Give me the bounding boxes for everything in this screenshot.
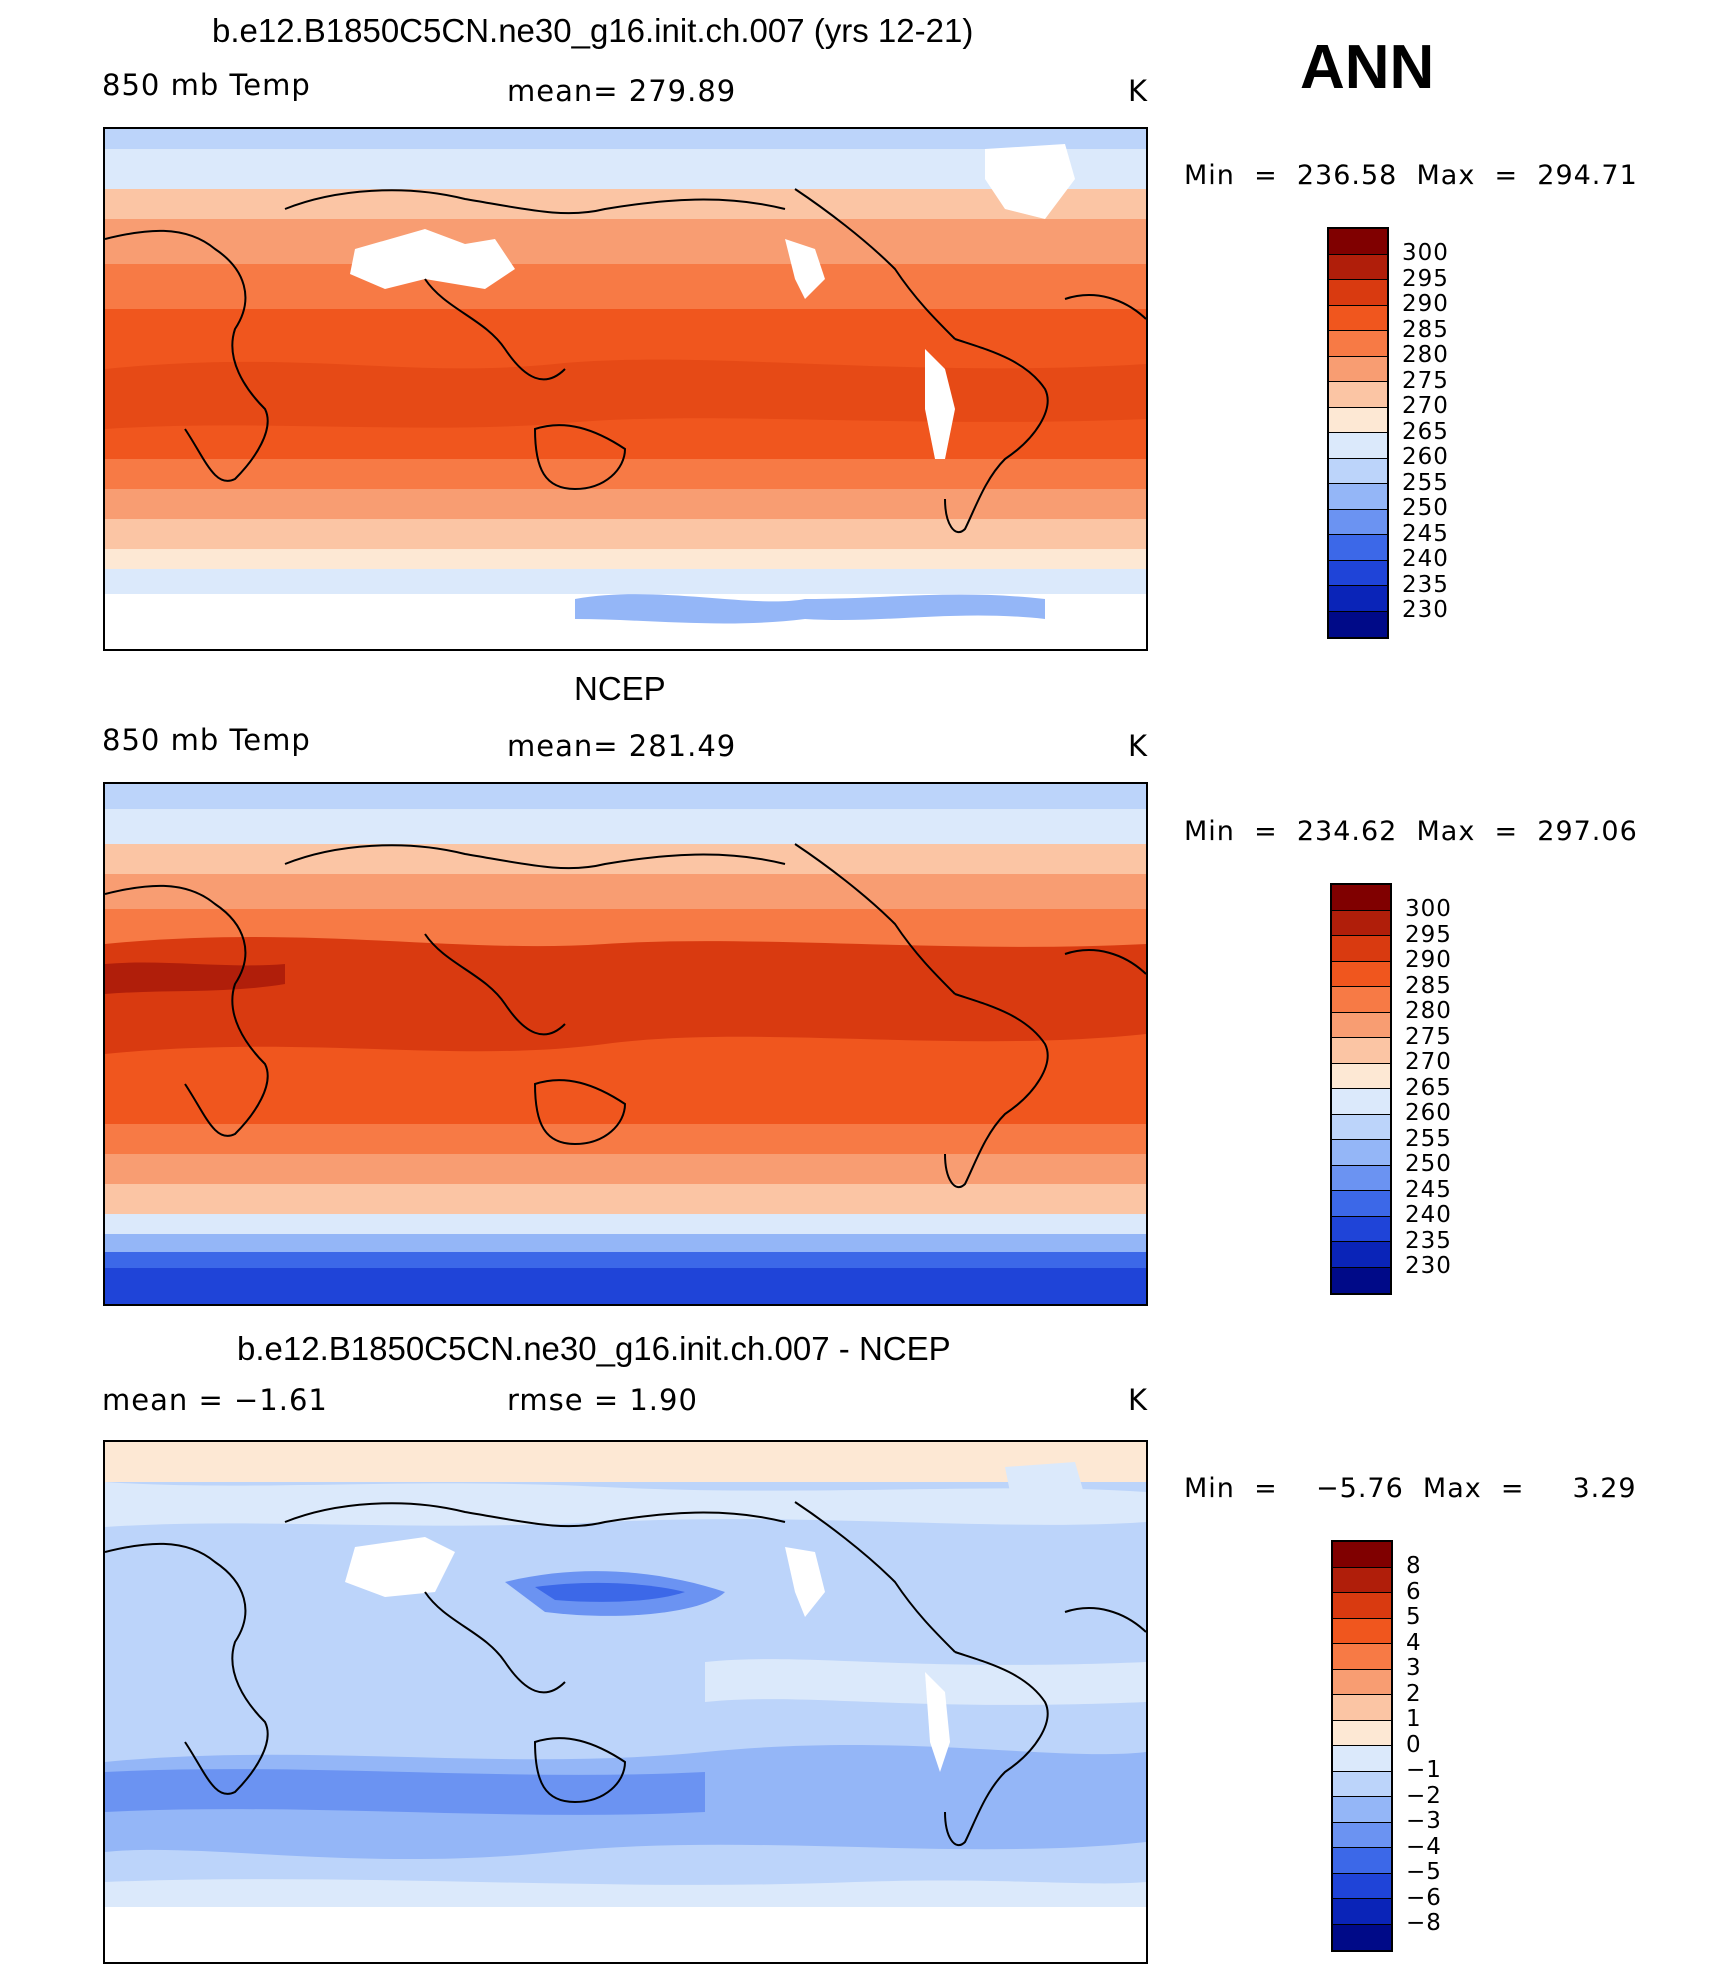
panel2-map — [103, 782, 1148, 1306]
cbar3-label: −4 — [1406, 1833, 1442, 1860]
cbar1-label: 265 — [1402, 418, 1449, 445]
panel3-title: b.e12.B1850C5CN.ne30_g16.init.ch.007 - N… — [237, 1330, 951, 1367]
cbar2-label: 255 — [1405, 1125, 1452, 1152]
cbar3-label: 1 — [1406, 1706, 1422, 1732]
cbar1-label: 250 — [1402, 495, 1449, 521]
panel3-units-label: K — [1128, 1383, 1149, 1417]
panel1-map — [103, 127, 1148, 651]
cbar2-label: 240 — [1405, 1202, 1452, 1228]
panel2-colorbar — [1330, 883, 1392, 1295]
cbar2-label: 295 — [1405, 921, 1452, 948]
cbar2-label: 280 — [1405, 998, 1452, 1024]
cbar2-label: 300 — [1405, 896, 1452, 922]
cbar3-label: 2 — [1406, 1680, 1422, 1707]
panel2-minmax: Min = 234.62 Max = 297.06 — [1184, 816, 1638, 847]
panel1-variable-label: 850 mb Temp — [102, 68, 311, 102]
cbar2-label: 260 — [1405, 1100, 1452, 1126]
cbar1-label: 245 — [1402, 520, 1449, 547]
panel3-rmse-label: rmse = 1.90 — [507, 1383, 698, 1417]
cbar1-label: 300 — [1402, 240, 1449, 266]
cbar1-label: 295 — [1402, 265, 1449, 292]
cbar2-label: 275 — [1405, 1023, 1452, 1050]
cbar3-label: 5 — [1406, 1604, 1422, 1630]
cbar2-label: 285 — [1405, 972, 1452, 999]
cbar3-label: −6 — [1406, 1884, 1442, 1911]
cbar1-label: 270 — [1402, 393, 1449, 419]
panel3-mean-label: mean = −1.61 — [102, 1383, 328, 1417]
cbar3-label: 8 — [1406, 1553, 1422, 1579]
panel3-colorbar — [1331, 1540, 1393, 1952]
cbar1-label: 230 — [1402, 597, 1449, 623]
cbar1-label: 260 — [1402, 444, 1449, 470]
cbar3-label: 4 — [1406, 1629, 1422, 1656]
cbar1-label: 240 — [1402, 546, 1449, 572]
cbar3-label: 0 — [1406, 1731, 1422, 1758]
panel1-units-label: K — [1128, 74, 1149, 108]
panel1-colorbar — [1327, 227, 1389, 639]
cbar1-label: 285 — [1402, 316, 1449, 343]
cbar2-label: 270 — [1405, 1049, 1452, 1075]
panel3-map — [103, 1440, 1148, 1964]
panel2-mean-label: mean= 281.49 — [507, 729, 737, 763]
cbar1-label: 280 — [1402, 342, 1449, 368]
cbar3-label: −5 — [1406, 1859, 1442, 1885]
panel2-title: NCEP — [574, 670, 666, 707]
cbar1-label: 255 — [1402, 469, 1449, 496]
season-label: ANN — [1300, 33, 1435, 102]
cbar1-label: 275 — [1402, 367, 1449, 394]
cbar2-label: 245 — [1405, 1176, 1452, 1203]
cbar2-label: 250 — [1405, 1151, 1452, 1177]
cbar2-label: 265 — [1405, 1074, 1452, 1101]
panel1-title: b.e12.B1850C5CN.ne30_g16.init.ch.007 (yr… — [212, 12, 974, 49]
panel1-mean-label: mean= 279.89 — [507, 74, 737, 108]
cbar2-label: 235 — [1405, 1227, 1452, 1254]
cbar3-label: −3 — [1406, 1808, 1442, 1834]
cbar3-label: −2 — [1406, 1782, 1442, 1809]
cbar2-label: 290 — [1405, 947, 1452, 973]
cbar3-label: 6 — [1406, 1578, 1422, 1605]
panel2-units-label: K — [1128, 729, 1149, 763]
cbar3-label: −1 — [1406, 1757, 1442, 1783]
cbar3-label: 3 — [1406, 1655, 1422, 1681]
cbar2-label: 230 — [1405, 1253, 1452, 1279]
cbar1-label: 235 — [1402, 571, 1449, 598]
panel1-minmax: Min = 236.58 Max = 294.71 — [1184, 160, 1638, 191]
cbar1-label: 290 — [1402, 291, 1449, 317]
panel2-variable-label: 850 mb Temp — [102, 723, 311, 757]
panel3-minmax: Min = −5.76 Max = 3.29 — [1184, 1473, 1637, 1504]
cbar3-label: −8 — [1406, 1910, 1442, 1936]
